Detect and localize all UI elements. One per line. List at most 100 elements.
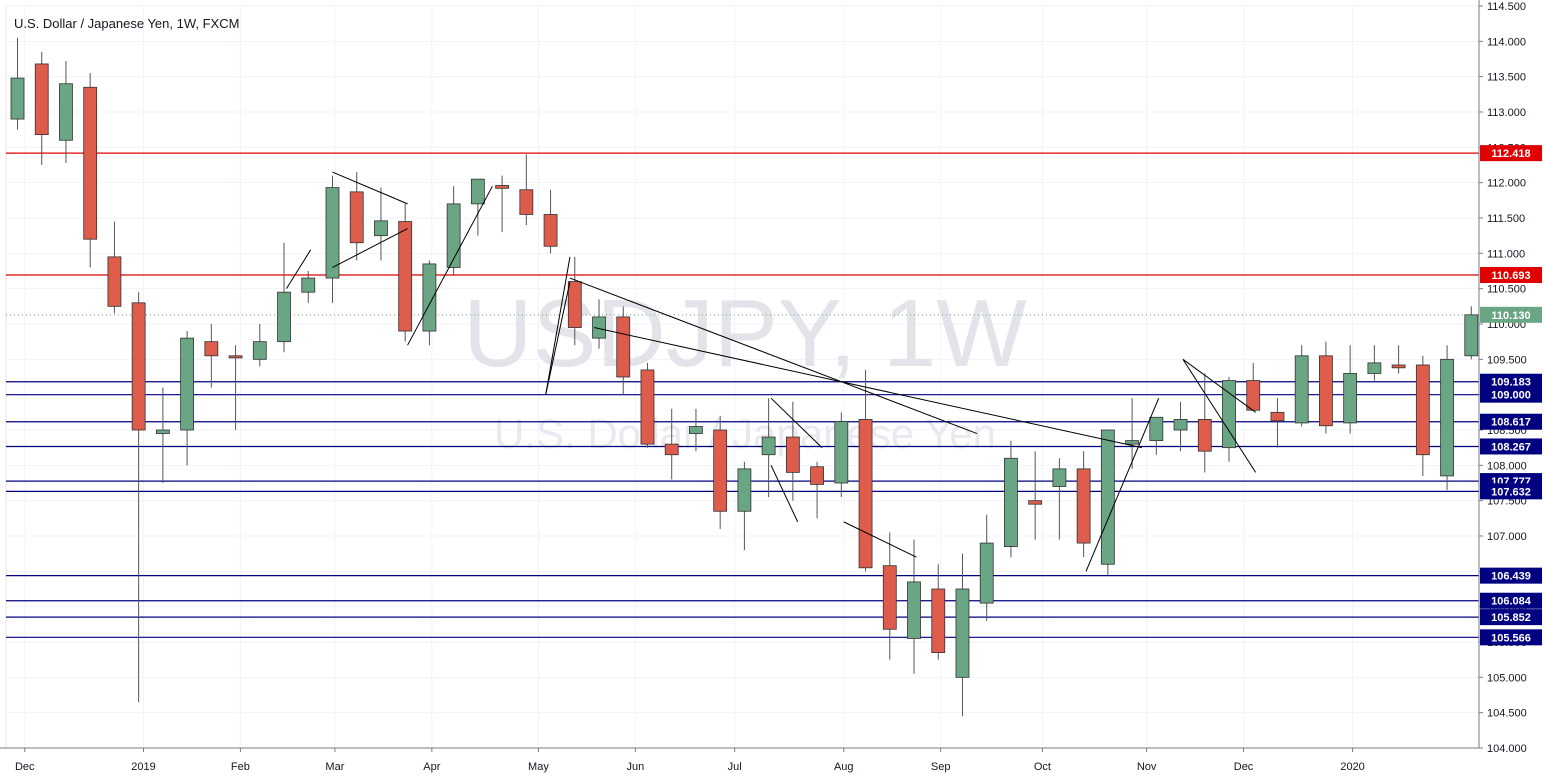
candle-down <box>664 443 679 456</box>
candle-up <box>592 316 606 339</box>
trendline <box>770 465 799 523</box>
support-price-tag-text: 105.852 <box>1491 612 1531 624</box>
candle-down <box>931 588 946 653</box>
candle-down <box>107 256 122 307</box>
trendline <box>407 185 493 346</box>
candle-up <box>10 77 25 120</box>
x-tick-label: Jul <box>728 761 742 773</box>
trendline <box>843 521 917 558</box>
x-tick-label: Nov <box>1137 761 1157 773</box>
candle-down <box>131 302 146 431</box>
resistance-price-tag-text: 112.418 <box>1491 148 1530 160</box>
x-tick-label: 2020 <box>1340 761 1364 773</box>
candle-up <box>1367 362 1382 374</box>
y-tick-label: 114.000 <box>1487 36 1526 48</box>
candle-down <box>713 429 728 512</box>
y-tick-label: 109.500 <box>1487 354 1527 366</box>
candle-down <box>1415 364 1430 456</box>
candle-up <box>301 277 316 293</box>
trendline <box>545 256 571 395</box>
x-tick-label: Feb <box>231 761 250 773</box>
trendlines <box>286 171 1257 572</box>
x-tick-label: Apr <box>423 761 440 773</box>
candle-down <box>1028 500 1043 505</box>
candlesticks <box>10 37 1479 717</box>
trendline <box>286 249 312 289</box>
x-tick-label: May <box>528 761 549 773</box>
x-tick-label: Dec <box>1234 761 1254 773</box>
y-tick-label: 113.500 <box>1487 72 1526 84</box>
candle-up <box>979 542 994 604</box>
support-price-tag-bg <box>1480 483 1542 500</box>
support-price-tag-text: 108.617 <box>1491 417 1531 429</box>
candle-up <box>737 468 752 512</box>
candle-down <box>1197 418 1212 452</box>
resistance-price-tag-text: 110.693 <box>1491 270 1530 282</box>
candle-down <box>616 316 631 378</box>
candle-up <box>1464 314 1479 357</box>
resistance-price-tag-bg <box>1480 267 1542 284</box>
candle-up <box>1149 416 1164 441</box>
trendline <box>332 228 408 268</box>
y-tick-label: 108.000 <box>1487 460 1527 472</box>
watermark-symbol: USDJPY, 1W <box>463 280 1027 387</box>
y-tick-label: 113.000 <box>1487 107 1526 119</box>
trendline <box>770 397 823 449</box>
candle-up <box>470 178 485 205</box>
candle-up <box>1222 380 1236 449</box>
candle-down <box>204 341 219 357</box>
support-price-tag-bg <box>1480 567 1542 584</box>
x-tick-label: Aug <box>834 761 854 773</box>
support-price-tag-bg <box>1480 373 1542 390</box>
trendline <box>545 281 571 395</box>
candle-down <box>349 191 364 244</box>
candle-up <box>277 291 291 343</box>
candle-up <box>1343 373 1358 424</box>
support-price-tag-bg <box>1480 629 1542 646</box>
candle-up <box>180 337 195 431</box>
candle-down <box>567 281 582 328</box>
candle-down <box>1319 355 1333 427</box>
candle-up <box>1004 457 1018 547</box>
x-tick-label: Dec <box>15 761 35 773</box>
current-price-tag-bg <box>1480 306 1542 323</box>
candle-up <box>422 263 437 332</box>
candle-up <box>689 426 703 434</box>
candle-up <box>1100 429 1115 565</box>
candle-up <box>252 341 267 360</box>
candle-up <box>1173 418 1188 431</box>
x-tick-label: Oct <box>1034 761 1051 773</box>
candle-down <box>543 214 558 247</box>
trendline <box>594 327 1142 449</box>
candle-down <box>1246 380 1261 411</box>
resistance-price-tag-bg <box>1480 145 1542 162</box>
y-tick-label: 111.500 <box>1487 213 1525 225</box>
candle-up <box>325 187 340 279</box>
candle-up <box>1052 468 1067 487</box>
y-tick-label: 104.500 <box>1487 708 1527 720</box>
support-price-tag-bg <box>1480 438 1542 455</box>
y-tick-label: 111.000 <box>1487 248 1525 260</box>
candle-up <box>907 581 921 639</box>
support-price-tag-bg <box>1480 413 1542 430</box>
x-tick-label: 2019 <box>131 761 155 773</box>
candle-up <box>155 429 170 434</box>
candle-down <box>228 355 243 359</box>
support-price-tag-bg <box>1480 609 1542 626</box>
trendline <box>332 171 408 205</box>
candle-down <box>1391 364 1406 369</box>
candle-down <box>83 86 98 240</box>
y-tick-label: 105.000 <box>1487 672 1527 684</box>
y-tick-label: 114.500 <box>1487 1 1526 13</box>
candle-up <box>761 436 776 456</box>
candle-down <box>1076 468 1091 544</box>
support-price-tag-text: 109.000 <box>1491 390 1531 402</box>
x-tick-label: Sep <box>931 761 951 773</box>
candle-down <box>519 189 534 215</box>
candle-down <box>495 185 510 189</box>
candle-up <box>446 203 461 268</box>
trendline <box>1085 398 1160 572</box>
